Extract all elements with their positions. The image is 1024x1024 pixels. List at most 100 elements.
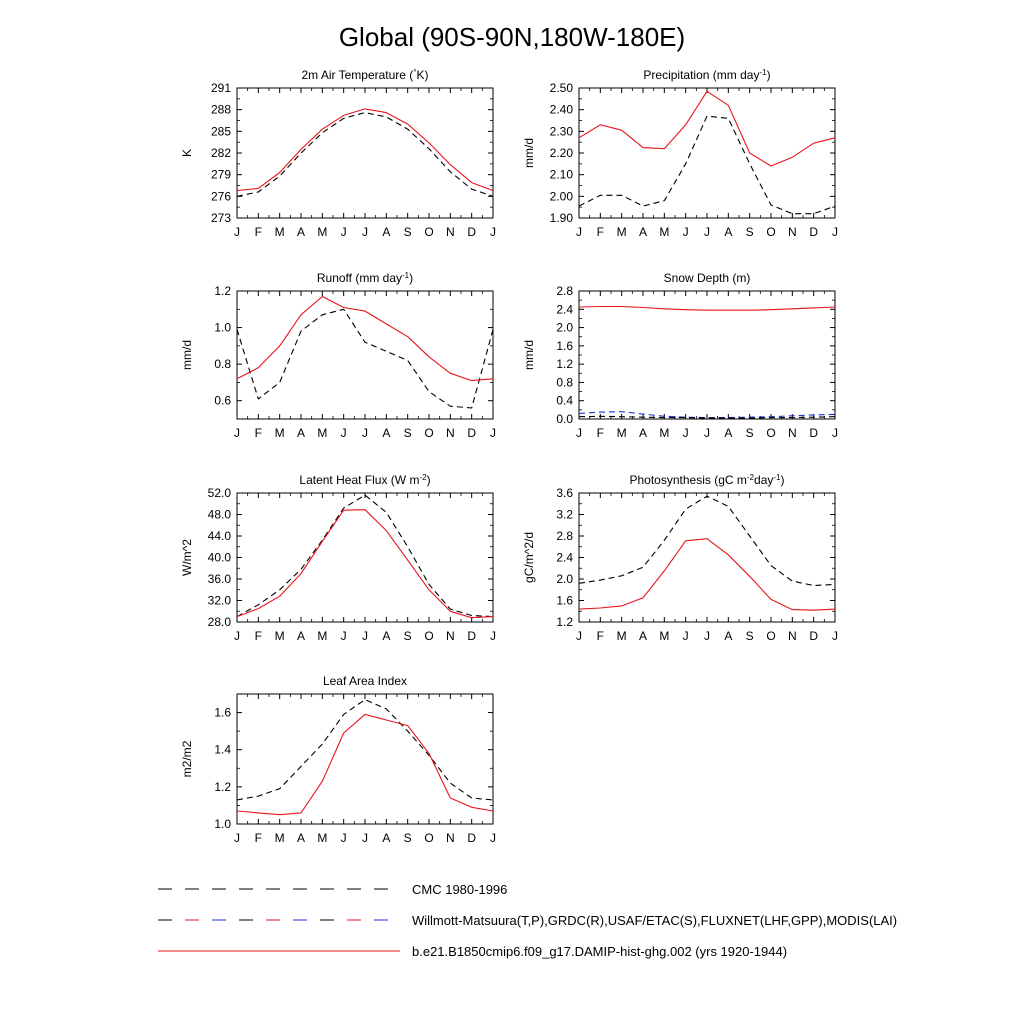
plot-frame <box>578 492 836 623</box>
y-axis-label: K <box>180 149 194 157</box>
y-tick-label: 2.50 <box>550 81 574 95</box>
legend-item-1: CMC 1980-1996 <box>158 882 507 897</box>
x-tick-label: J <box>683 629 689 643</box>
x-tick-label: F <box>255 225 262 239</box>
series-line-2 <box>578 538 836 611</box>
x-tick-label: F <box>597 225 604 239</box>
panel-title: Leaf Area Index <box>323 674 407 688</box>
x-tick-label: J <box>234 225 240 239</box>
x-tick-label: J <box>341 629 347 643</box>
y-axis-label: mm/d <box>522 340 536 370</box>
x-tick-label: J <box>704 426 710 440</box>
y-tick-label: 44.0 <box>208 529 232 543</box>
x-tick-label: A <box>382 426 390 440</box>
x-tick-label: F <box>597 426 604 440</box>
y-tick-label: 285 <box>211 124 231 138</box>
x-tick-label: J <box>832 629 838 643</box>
x-tick-label: N <box>788 629 797 643</box>
x-tick-label: F <box>255 426 262 440</box>
y-tick-label: 2.0 <box>556 572 573 586</box>
x-tick-label: J <box>362 831 368 845</box>
y-tick-label: 2.20 <box>550 146 574 160</box>
y-tick-label: 1.0 <box>214 817 231 831</box>
x-tick-label: S <box>404 629 412 643</box>
y-tick-label: 0.8 <box>556 375 573 389</box>
y-tick-label: 1.90 <box>550 211 574 225</box>
x-tick-label: M <box>617 426 627 440</box>
x-tick-label: M <box>617 629 627 643</box>
x-tick-label: M <box>275 225 285 239</box>
y-tick-label: 1.2 <box>556 357 573 371</box>
x-tick-label: M <box>617 225 627 239</box>
x-tick-label: J <box>704 629 710 643</box>
x-tick-label: D <box>467 629 476 643</box>
panel-title: Latent Heat Flux (W m-2) <box>299 473 430 488</box>
panel-3: Runoff (mm day-1)J F M A M J J A S O N D J0.60.81.01… <box>180 271 496 441</box>
x-tick-label: A <box>382 831 390 845</box>
legend-label: b.e21.B1850cmip6.f09_g17.DAMIP-hist-ghg.… <box>412 944 787 959</box>
x-tick-label: M <box>659 225 669 239</box>
x-tick-label: J <box>683 426 689 440</box>
y-tick-label: 2.10 <box>550 168 574 182</box>
y-tick-label: 1.6 <box>556 594 573 608</box>
y-tick-label: 28.0 <box>208 615 232 629</box>
x-tick-label: J <box>341 426 347 440</box>
y-tick-label: 291 <box>211 81 231 95</box>
panel-2: Precipitation (mm day-1)J F M A M J J A S O N D J1.9… <box>522 68 838 240</box>
y-tick-label: 1.2 <box>214 780 231 794</box>
legend-item-3: b.e21.B1850cmip6.f09_g17.DAMIP-hist-ghg.… <box>158 944 787 959</box>
y-tick-label: 279 <box>211 168 231 182</box>
legend-label: Willmott-Matsuura(T,P),GRDC(R),USAF/ETAC… <box>412 913 897 928</box>
y-tick-label: 3.6 <box>556 486 573 500</box>
x-tick-label: M <box>659 426 669 440</box>
x-tick-label: J <box>362 629 368 643</box>
y-tick-label: 36.0 <box>208 572 232 586</box>
x-tick-label: A <box>639 426 647 440</box>
panels: 2m Air Temperature (°K)J F M A M J J A S O N D J2732… <box>180 68 838 846</box>
y-tick-label: 2.8 <box>556 284 573 298</box>
panel-5: Latent Heat Flux (W m-2)J F M A M J J A S O N D J28.… <box>180 473 496 644</box>
y-tick-label: 2.0 <box>556 321 573 335</box>
legend-item-2: Willmott-Matsuura(T,P),GRDC(R),USAF/ETAC… <box>158 913 897 928</box>
plot-frame <box>236 290 494 420</box>
x-tick-label: O <box>424 629 433 643</box>
series-line-1 <box>236 494 494 618</box>
x-tick-label: M <box>275 831 285 845</box>
x-tick-label: S <box>404 426 412 440</box>
series-line-2 <box>578 415 836 419</box>
x-tick-label: N <box>446 629 455 643</box>
y-tick-label: 0.0 <box>556 412 573 426</box>
x-tick-label: J <box>362 426 368 440</box>
x-tick-label: J <box>490 831 496 845</box>
plot-frame <box>236 693 494 825</box>
x-tick-label: D <box>809 225 818 239</box>
y-axis-label: W/m^2 <box>180 539 194 576</box>
y-tick-label: 40.0 <box>208 551 232 565</box>
series-line-2 <box>236 108 494 192</box>
x-tick-label: A <box>724 426 732 440</box>
x-tick-label: N <box>446 426 455 440</box>
x-tick-label: A <box>724 225 732 239</box>
x-tick-label: O <box>766 225 775 239</box>
x-tick-label: O <box>766 426 775 440</box>
y-tick-label: 1.2 <box>556 615 573 629</box>
x-tick-label: N <box>446 225 455 239</box>
y-tick-label: 282 <box>211 146 231 160</box>
y-tick-label: 2.00 <box>550 189 574 203</box>
x-tick-label: J <box>362 225 368 239</box>
x-tick-label: O <box>766 629 775 643</box>
x-tick-label: J <box>576 426 582 440</box>
x-tick-label: D <box>809 426 818 440</box>
panel-4: Snow Depth (m)J F M A M J J A S O N D J0.00.40.81.21… <box>522 271 838 440</box>
x-tick-label: J <box>234 426 240 440</box>
series-line-3 <box>578 305 836 311</box>
series-line-2 <box>236 295 494 382</box>
x-tick-label: A <box>382 225 390 239</box>
y-tick-label: 2.30 <box>550 124 574 138</box>
panel-title: Precipitation (mm day-1) <box>643 68 770 83</box>
y-tick-label: 0.4 <box>556 394 573 408</box>
x-tick-label: J <box>576 225 582 239</box>
x-tick-label: J <box>832 426 838 440</box>
y-axis-label: mm/d <box>522 138 536 168</box>
